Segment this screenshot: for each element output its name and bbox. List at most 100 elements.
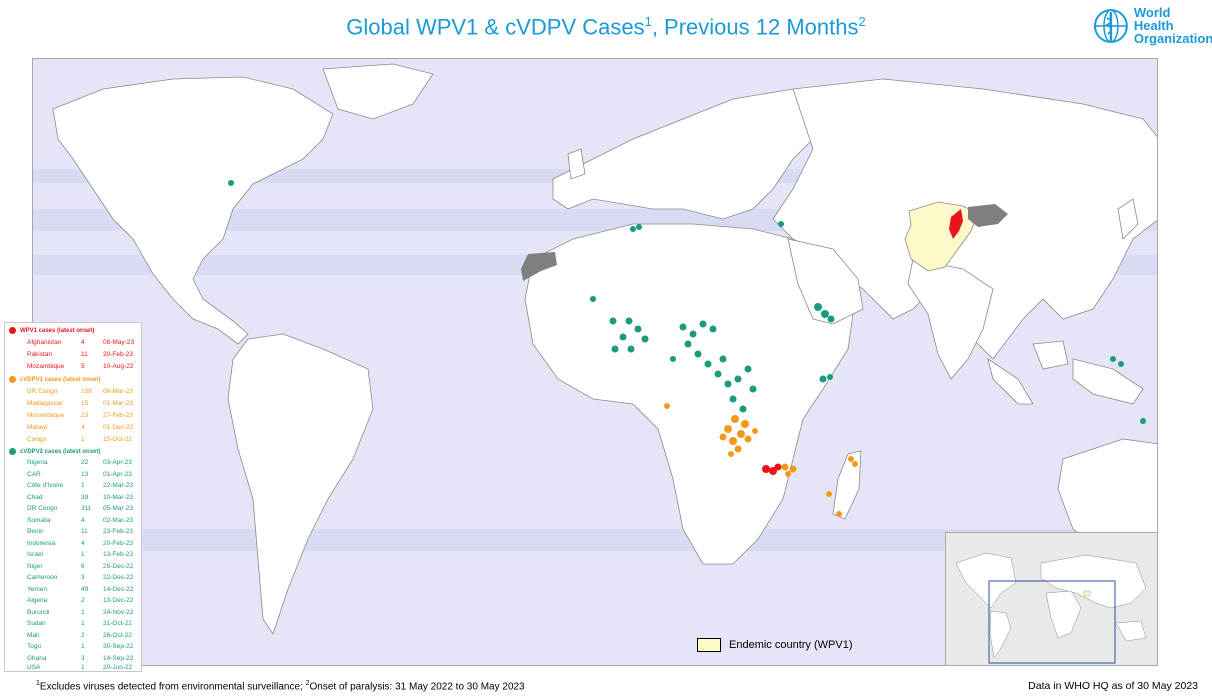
legend-count: 13 bbox=[81, 470, 89, 478]
india bbox=[907, 258, 994, 380]
legend-count: 4 bbox=[81, 424, 85, 431]
legend-country: Mozambique bbox=[27, 412, 65, 419]
sumatra bbox=[987, 358, 1034, 405]
title-footnote-2: 2 bbox=[858, 14, 866, 29]
title-footnote-1: 1 bbox=[644, 14, 652, 29]
legend-heading-wpv1: WPV1 cases (latest onset) bbox=[9, 327, 94, 334]
who-name-line1: World Health bbox=[1133, 5, 1174, 33]
legend-heading-cvdpv1-text: cVDPV1 cases (latest onset) bbox=[20, 376, 101, 383]
madagascar bbox=[832, 450, 862, 520]
legend-row: DR Congo 311 05-Mar-23 bbox=[27, 504, 139, 513]
legend-row: Burundi 1 24-Nov-22 bbox=[27, 608, 139, 617]
who-logo: World Health Organization bbox=[1092, 6, 1212, 45]
legend-row: Somalia 4 02-Mar-23 bbox=[27, 516, 139, 525]
legend-date: 10-Aug-22 bbox=[103, 363, 134, 370]
legend-dot-wpv1 bbox=[9, 327, 16, 334]
legend-count: 15 bbox=[81, 400, 89, 407]
legend-country: Niger bbox=[27, 562, 43, 570]
legend-country: Madagascar bbox=[27, 400, 63, 407]
legend-country: Ghana bbox=[27, 654, 47, 662]
footnote-marker-2: 2 bbox=[305, 680, 310, 687]
legend-row: Mozambique 23 27-Feb-23 bbox=[27, 411, 139, 420]
legend-country: Algeria bbox=[27, 597, 48, 604]
north-america bbox=[52, 76, 334, 345]
legend-date: 03-Apr-23 bbox=[103, 459, 132, 466]
legend-country: Somalia bbox=[27, 516, 51, 524]
legend-date: 23-Feb-23 bbox=[103, 528, 133, 535]
legend-count: 23 bbox=[81, 412, 89, 419]
legend-country: Yemen bbox=[27, 585, 47, 593]
legend-row: Benin 11 23-Feb-23 bbox=[27, 527, 139, 536]
endemic-swatch bbox=[697, 638, 721, 652]
borneo bbox=[1032, 340, 1069, 370]
legend-country: Pakistan bbox=[27, 351, 52, 358]
legend-count: 6 bbox=[81, 562, 85, 570]
legend-row: CAR 13 01-Apr-23 bbox=[27, 470, 139, 479]
legend-date: 15-Oct-22 bbox=[103, 436, 132, 443]
legend-row: Nigeria 22 03-Apr-23 bbox=[27, 458, 139, 467]
endemic-legend: Endemic country (WPV1) bbox=[697, 638, 852, 652]
legend-country: Afghanistan bbox=[27, 339, 62, 346]
legend-date: 05-Mar-23 bbox=[103, 505, 133, 512]
legend-date: 22-Dec-22 bbox=[103, 574, 134, 581]
south-america bbox=[227, 333, 374, 635]
legend-row: Sudan 1 31-Oct-22 bbox=[27, 619, 139, 628]
legend-country: Nigeria bbox=[27, 459, 48, 466]
legend-count: 11 bbox=[81, 351, 88, 358]
legend-date: 01-Mar-23 bbox=[103, 400, 133, 407]
title-middle: , Previous 12 Months bbox=[651, 14, 859, 40]
legend-heading-cvdpv2-text: cVDPV2 cases (latest onset) bbox=[20, 448, 101, 455]
legend-country: DR Congo bbox=[27, 505, 58, 512]
legend-row: Algeria 2 13-Dec-22 bbox=[27, 596, 139, 605]
legend-date: 10-Mar-23 bbox=[103, 493, 133, 501]
legend-row: Mali 2 26-Oct-22 bbox=[27, 631, 139, 640]
legend-row: Togo 1 30-Sep-22 bbox=[27, 642, 139, 651]
legend-count: 1 bbox=[81, 436, 85, 443]
legend-heading-cvdpv2: cVDPV2 cases (latest onset) bbox=[9, 448, 100, 455]
legend-count: 4 bbox=[81, 339, 85, 346]
wpv1-cluster-afghanistan-pakistan bbox=[949, 209, 963, 239]
legend-row: Côte d'Ivoire 1 22-Mar-23 bbox=[27, 481, 139, 490]
legend-country: Malawi bbox=[27, 424, 48, 431]
legend-count: 49 bbox=[81, 585, 89, 593]
footnote-text-2: Onset of paralysis: 31 May 2022 to 30 Ma… bbox=[309, 681, 525, 693]
legend-count: 4 bbox=[81, 539, 85, 547]
wpv1-points bbox=[762, 463, 782, 475]
legend-dot-cvdpv2 bbox=[9, 448, 16, 455]
legend-count: 311 bbox=[81, 505, 92, 512]
legend-country: Côte d'Ivoire bbox=[27, 482, 64, 489]
footnote: 1Excludes viruses detected from environm… bbox=[36, 680, 525, 692]
legend-date: 06-Mar-23 bbox=[103, 388, 133, 395]
legend-row: DR Congo 156 06-Mar-23 bbox=[27, 387, 139, 396]
legend-count: 1 bbox=[81, 608, 85, 616]
map-legend: WPV1 cases (latest onset) Afghanistan 4 08… bbox=[4, 322, 142, 672]
legend-count: 11 bbox=[81, 528, 88, 535]
legend-row: Indonesia 4 20-Feb-23 bbox=[27, 539, 139, 548]
legend-date: 02-Mar-23 bbox=[103, 516, 133, 524]
legend-count: 5 bbox=[81, 363, 85, 370]
legend-count: 2 bbox=[81, 631, 85, 639]
legend-date: 30-Sep-22 bbox=[103, 643, 134, 650]
legend-country: Benin bbox=[27, 528, 44, 535]
legend-dot-cvdpv1 bbox=[9, 376, 16, 383]
legend-count: 1 bbox=[81, 664, 85, 671]
title-main: Global WPV1 & cVDPV Cases bbox=[346, 14, 645, 40]
legend-date: 24-Nov-22 bbox=[103, 608, 134, 616]
legend-country: Mozambique bbox=[27, 363, 65, 370]
legend-country: Congo bbox=[27, 436, 47, 443]
legend-date: 26-Oct-22 bbox=[103, 631, 132, 639]
legend-country: Indonesia bbox=[27, 539, 56, 547]
legend-row: Malawi 4 01-Dec-22 bbox=[27, 423, 139, 432]
legend-country: Mali bbox=[27, 631, 39, 639]
legend-row: Afghanistan 4 08-May-23 bbox=[27, 338, 139, 347]
legend-row: Cameroon 3 22-Dec-22 bbox=[27, 573, 139, 582]
legend-row: USA 1 20-Jun-22 bbox=[27, 663, 139, 672]
arabian-peninsula bbox=[787, 238, 864, 325]
legend-count: 39 bbox=[81, 493, 89, 501]
inset-overview-map bbox=[945, 532, 1158, 666]
legend-country: Cameroon bbox=[27, 574, 58, 581]
legend-date: 25-Dec-22 bbox=[103, 562, 134, 570]
endemic-label: Endemic country (WPV1) bbox=[729, 639, 853, 651]
legend-date: 14-Dec-22 bbox=[103, 585, 134, 593]
legend-date: 01-Apr-23 bbox=[103, 470, 132, 478]
